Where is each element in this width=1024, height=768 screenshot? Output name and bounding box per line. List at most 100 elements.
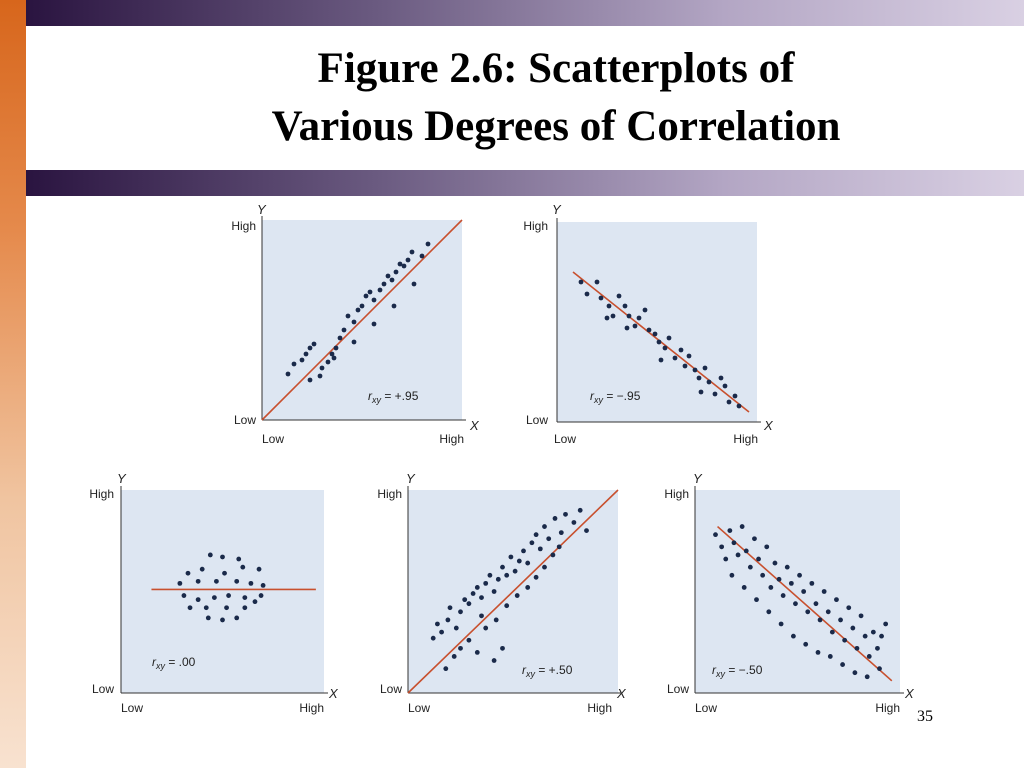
data-point: [731, 540, 737, 546]
scatterplot-no-correlation: Y High Low Low High X rxy = .00: [89, 471, 339, 715]
data-point: [240, 564, 246, 570]
page-number: 35: [917, 708, 933, 725]
data-point: [470, 591, 476, 596]
slide-title-line-2: Various Degrees of Correlation: [271, 103, 841, 150]
data-point: [813, 601, 819, 607]
data-point: [780, 593, 786, 598]
y-tick-low: Low: [526, 413, 548, 427]
data-point: [483, 625, 489, 631]
data-point: [829, 629, 835, 635]
data-point: [430, 635, 436, 641]
data-point: [291, 361, 297, 367]
data-point: [207, 552, 213, 558]
data-point: [487, 572, 493, 578]
data-point: [224, 605, 229, 611]
trend-line: [261, 219, 463, 421]
data-point: [299, 357, 305, 363]
data-point: [542, 564, 547, 570]
data-point: [727, 528, 733, 533]
data-point: [550, 552, 556, 558]
data-point: [474, 585, 480, 590]
data-point: [447, 605, 453, 611]
data-point: [242, 595, 248, 600]
data-point: [632, 323, 638, 329]
data-point: [606, 303, 612, 309]
data-point: [776, 576, 782, 582]
data-point: [419, 253, 425, 259]
data-point: [866, 654, 872, 659]
data-point: [325, 359, 331, 365]
data-point: [571, 520, 577, 525]
data-point: [563, 511, 568, 517]
data-point: [646, 327, 652, 333]
data-point: [466, 637, 472, 643]
data-point: [405, 257, 411, 263]
data-point: [220, 617, 225, 623]
data-point: [425, 241, 431, 247]
data-point: [462, 597, 468, 603]
data-point: [692, 367, 698, 373]
data-point: [220, 554, 225, 560]
data-point: [815, 650, 821, 655]
data-point: [385, 273, 391, 279]
data-point: [401, 263, 407, 269]
x-axis-label: X: [904, 686, 915, 701]
data-point: [537, 546, 543, 552]
data-point: [542, 524, 547, 529]
data-point: [736, 403, 742, 409]
data-point: [248, 580, 254, 586]
scatterplot-negative-moderate: Y High Low Low High X rxy = −.50: [664, 471, 915, 715]
data-point: [185, 570, 191, 576]
data-point: [594, 279, 600, 285]
x-axis-label: X: [469, 418, 480, 433]
data-point: [879, 633, 884, 639]
data-point: [788, 580, 794, 586]
x-tick-high: High: [439, 432, 464, 446]
data-point: [258, 593, 264, 598]
data-point: [381, 281, 387, 287]
data-point: [203, 605, 209, 611]
y-axis-label: Y: [693, 471, 703, 486]
data-point: [337, 335, 343, 341]
y-tick-high: High: [523, 219, 548, 233]
data-point: [577, 507, 583, 513]
data-point: [809, 580, 815, 586]
scatterplot-positive-strong: Y High Low Low High X rxy = +.95: [231, 202, 480, 446]
x-tick-low: Low: [121, 701, 143, 715]
data-point: [877, 666, 882, 672]
data-point: [367, 289, 373, 295]
x-tick-high: High: [733, 432, 758, 446]
data-point: [706, 379, 712, 385]
data-point: [458, 609, 463, 615]
data-point: [187, 605, 193, 611]
y-tick-high: High: [664, 487, 689, 501]
data-point: [766, 609, 772, 615]
data-point: [329, 351, 335, 357]
data-point: [533, 574, 539, 580]
data-point: [474, 650, 480, 655]
correlation-label: rxy = −.50: [712, 663, 763, 679]
data-point: [610, 313, 616, 319]
data-point: [345, 313, 351, 319]
data-point: [333, 345, 339, 351]
data-point: [242, 605, 248, 611]
data-point: [516, 558, 522, 564]
data-point: [719, 544, 725, 550]
data-point: [624, 325, 630, 331]
data-point: [479, 595, 484, 600]
y-tick-high: High: [89, 487, 114, 501]
correlation-label: rxy = −.95: [590, 389, 641, 405]
trend-line: [407, 489, 619, 694]
data-point: [626, 313, 632, 319]
data-point: [752, 536, 757, 542]
data-point: [850, 625, 856, 631]
data-point: [443, 666, 449, 672]
correlation-label: rxy = +.95: [368, 389, 419, 405]
data-point: [712, 391, 718, 397]
data-point: [351, 339, 357, 345]
data-point: [512, 568, 518, 574]
data-point: [883, 621, 889, 627]
data-point: [391, 303, 397, 309]
data-point: [500, 645, 505, 651]
x-tick-high: High: [587, 701, 612, 715]
